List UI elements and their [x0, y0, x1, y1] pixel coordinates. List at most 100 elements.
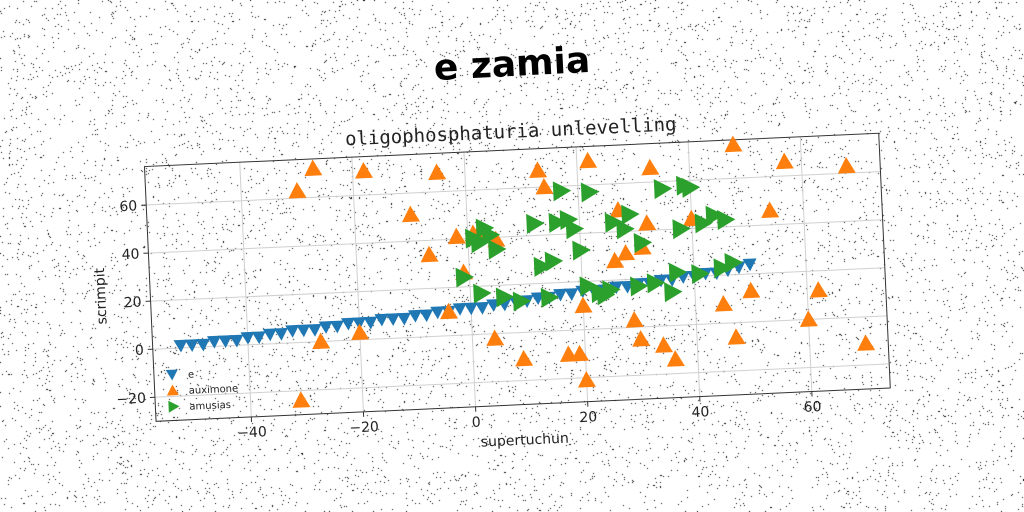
data-point-e — [553, 288, 568, 302]
data-point-auximone — [606, 251, 625, 269]
data-point-auximone — [574, 296, 593, 314]
data-point-auximone — [355, 162, 374, 179]
y-tick-label: 20 — [123, 295, 142, 312]
y-grid-line — [154, 363, 890, 398]
legend-marker-amusias — [168, 400, 180, 413]
data-point-e — [307, 323, 322, 337]
data-point-auximone — [727, 328, 746, 345]
data-point-auximone — [857, 334, 876, 351]
x-tick-label: 60 — [803, 399, 822, 416]
data-point-amusias — [473, 283, 492, 304]
data-point-auximone — [401, 205, 420, 223]
data-point-amusias — [455, 267, 475, 288]
data-point-e — [564, 288, 579, 302]
data-point-amusias — [470, 233, 490, 254]
data-point-amusias — [488, 239, 507, 260]
legend-marker-e — [165, 369, 178, 381]
data-point-auximone — [312, 332, 331, 350]
data-point-auximone — [579, 151, 598, 169]
x-tick-label: 20 — [579, 409, 598, 426]
data-point-auximone — [837, 157, 856, 174]
data-point-auximone — [617, 244, 636, 261]
data-point-amusias — [565, 219, 585, 240]
data-point-e — [173, 339, 188, 353]
data-point-auximone — [638, 214, 657, 231]
data-point-e — [240, 331, 255, 345]
data-point-amusias — [664, 282, 683, 303]
x-grid-line — [239, 162, 252, 417]
data-point-auximone — [292, 391, 311, 408]
grid-layer — [146, 136, 890, 417]
data-point-e — [419, 309, 434, 323]
data-point-auximone — [655, 336, 674, 353]
legend-label-auximone: auximone — [188, 384, 238, 397]
x-tick-label: 0 — [471, 415, 481, 431]
data-point-auximone — [420, 245, 439, 263]
data-point-amusias — [579, 276, 598, 297]
data-point-auximone — [447, 227, 466, 245]
data-point-amusias — [694, 213, 714, 234]
data-point-amusias — [572, 240, 591, 261]
data-point-amusias — [552, 181, 572, 202]
legend: e auximone amusias — [165, 369, 238, 413]
data-point-auximone — [304, 159, 323, 177]
y-grid-line — [150, 267, 885, 302]
data-point-auximone — [288, 181, 307, 199]
data-point-e — [318, 320, 333, 334]
data-point-e — [229, 334, 244, 348]
data-point-e — [452, 302, 467, 316]
data-point-amusias — [630, 276, 649, 297]
y-grid-line — [146, 171, 881, 206]
data-point-amusias — [548, 212, 568, 233]
data-point-auximone — [577, 371, 596, 388]
data-point-amusias — [621, 204, 640, 225]
legend-label-e: e — [188, 370, 195, 381]
data-point-e — [352, 317, 367, 330]
data-point-auximone — [529, 161, 548, 179]
data-point-e — [329, 320, 344, 334]
chart-rotated-group: oligophosphaturia unlevelling −40 −20 0 20 4… — [92, 113, 891, 451]
data-point-amusias — [705, 205, 724, 226]
data-point-amusias — [559, 209, 579, 230]
data-point-auximone — [799, 310, 818, 327]
data-point-amusias — [544, 251, 564, 272]
data-point-auximone — [641, 158, 660, 176]
data-point-amusias — [713, 258, 732, 279]
y-tick-label: 60 — [119, 198, 138, 215]
data-point-amusias — [633, 233, 653, 254]
data-point-e — [184, 339, 199, 352]
data-point-e — [363, 316, 378, 330]
data-point-e — [251, 331, 266, 345]
legend-marker-auximone — [166, 384, 179, 396]
legend-label-amusias: amusias — [189, 400, 231, 413]
data-point-amusias — [668, 262, 688, 283]
y-tick-label: 40 — [121, 246, 140, 263]
data-point-e — [340, 317, 355, 331]
data-point-e — [285, 324, 300, 338]
data-point-auximone — [440, 302, 459, 320]
axis-ticks: −40 −20 0 20 40 60 −20 0 20 40 60 — [116, 198, 822, 441]
data-point-auximone — [761, 201, 780, 219]
data-point-amusias — [533, 256, 553, 277]
data-point-e — [385, 313, 400, 327]
data-point-amusias — [672, 219, 691, 240]
data-point-auximone — [809, 281, 828, 298]
data-point-e — [374, 313, 389, 327]
data-point-auximone — [625, 311, 644, 328]
data-point-auximone — [742, 281, 761, 299]
data-point-e — [463, 302, 478, 316]
data-point-amusias — [512, 291, 532, 312]
data-point-e — [474, 301, 489, 315]
data-point-auximone — [632, 330, 651, 347]
data-point-e — [273, 327, 288, 341]
x-axis-label: supertuchun — [480, 431, 569, 451]
data-point-amusias — [495, 287, 515, 308]
data-point-auximone — [666, 350, 685, 367]
data-point-e — [296, 324, 311, 338]
y-tick-label: −20 — [116, 391, 146, 408]
x-tick-label: −40 — [237, 424, 267, 441]
data-point-amusias — [616, 219, 635, 240]
x-grid-line — [799, 136, 813, 392]
